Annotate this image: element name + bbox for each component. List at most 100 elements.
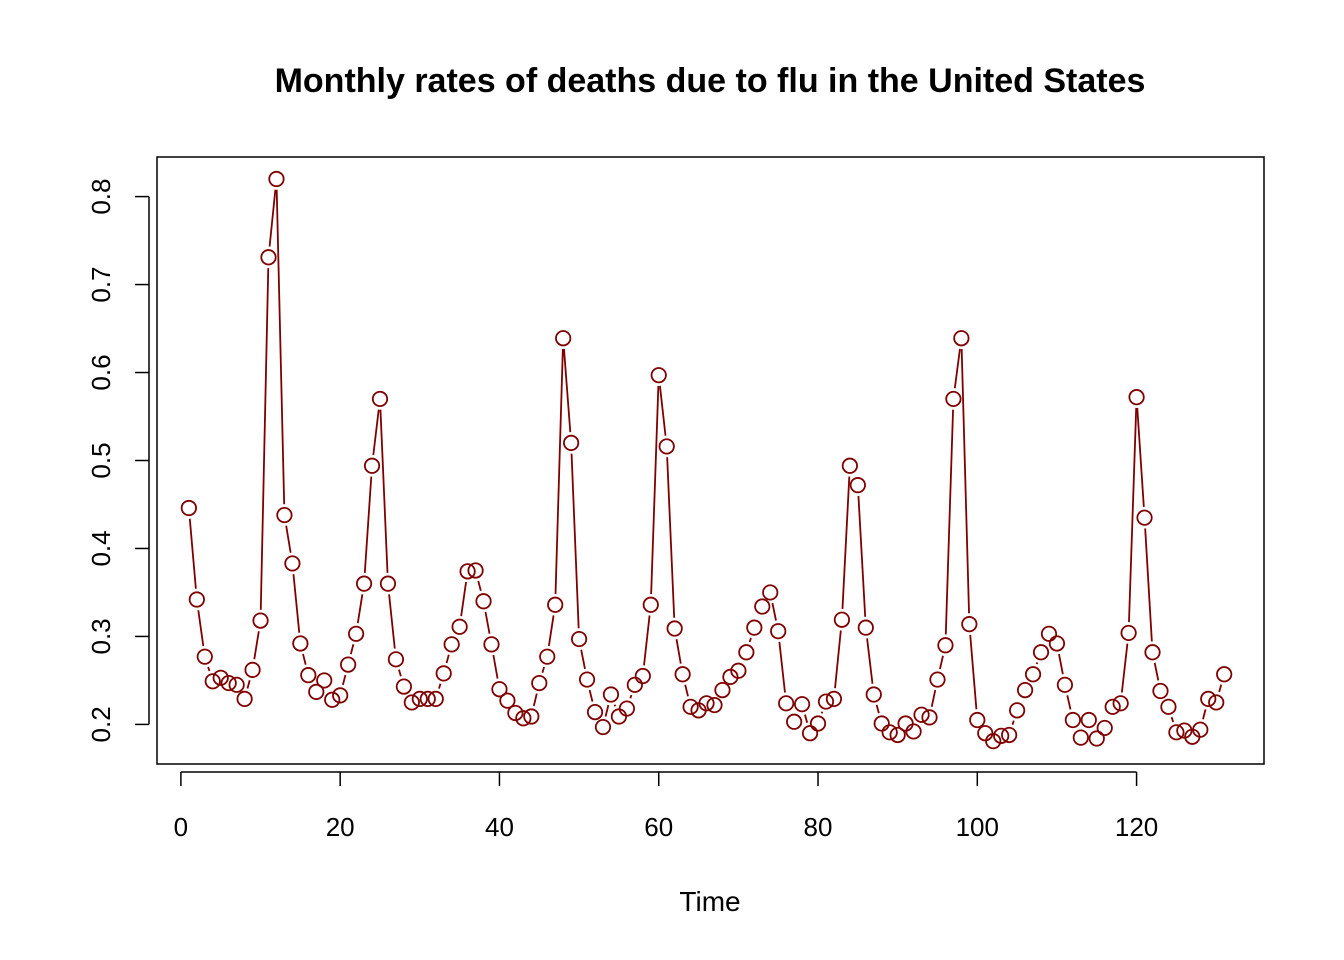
- data-point: [1192, 721, 1209, 738]
- x-axis-label: Time: [679, 886, 740, 917]
- y-tick-label: 0.7: [86, 266, 116, 302]
- series-points: [180, 170, 1233, 750]
- series-line-segment: [372, 409, 380, 456]
- series-line-segment: [1035, 662, 1039, 665]
- data-point: [387, 651, 405, 668]
- data-point: [499, 692, 516, 709]
- data-point: [292, 635, 309, 652]
- data-point: [1040, 625, 1058, 642]
- data-point: [1120, 624, 1137, 642]
- data-point: [435, 665, 452, 682]
- series-line-segment: [268, 189, 277, 247]
- series-line-segment: [554, 348, 564, 595]
- series-line-segment: [684, 684, 689, 697]
- data-point: [531, 674, 548, 692]
- series-line-segment: [1011, 720, 1015, 725]
- data-point: [889, 726, 906, 744]
- data-point: [849, 477, 866, 494]
- data-point: [618, 700, 635, 717]
- series-line-segment: [477, 580, 482, 592]
- data-point: [395, 678, 412, 695]
- series-line-segment: [1144, 528, 1153, 642]
- series-line-segment: [563, 348, 572, 433]
- data-point: [1024, 666, 1042, 683]
- data-point: [626, 676, 643, 693]
- data-point: [650, 367, 667, 384]
- series-line-segment: [259, 268, 270, 610]
- data-point: [985, 733, 1002, 750]
- data-point: [244, 661, 261, 678]
- x-tick-label: 20: [326, 812, 355, 842]
- series-line-segment: [613, 704, 617, 707]
- series-line-segment: [379, 409, 389, 573]
- series-line-segment: [944, 409, 954, 635]
- series-line-segment: [188, 518, 197, 589]
- data-point: [754, 598, 771, 615]
- data-point: [881, 724, 898, 741]
- data-point: [841, 457, 858, 474]
- data-point: [666, 620, 683, 637]
- data-point: [411, 690, 428, 708]
- series-line-segment: [532, 693, 538, 707]
- series-line-segment: [285, 525, 292, 553]
- series-line-segment: [292, 574, 301, 633]
- data-point: [833, 611, 851, 628]
- series-line-segment: [492, 654, 499, 679]
- data-point: [491, 681, 508, 698]
- data-point: [857, 619, 874, 636]
- series-line-segment: [349, 644, 355, 655]
- series-line-segment: [857, 495, 867, 617]
- data-point: [252, 612, 269, 629]
- series-line-segment: [275, 189, 286, 505]
- data-point: [459, 563, 476, 580]
- series-line-segment: [1066, 695, 1072, 710]
- x-tick-label: 100: [956, 812, 999, 842]
- x-tick-label: 40: [485, 812, 514, 842]
- series-line-segment: [875, 704, 880, 714]
- data-point: [515, 710, 532, 727]
- data-point: [1072, 729, 1089, 746]
- data-point: [762, 584, 779, 601]
- data-point: [937, 637, 954, 654]
- series-line-segment: [820, 711, 824, 714]
- data-point: [1200, 690, 1217, 708]
- data-point: [945, 390, 962, 408]
- data-point: [443, 636, 460, 653]
- data-point: [467, 562, 484, 579]
- data-point: [555, 330, 572, 347]
- series-line-segment: [363, 476, 373, 573]
- data-point: [570, 630, 588, 648]
- data-point: [1056, 676, 1073, 693]
- series-line-segment: [253, 631, 260, 660]
- data-point: [809, 715, 827, 732]
- y-tick-label: 0.2: [86, 706, 116, 742]
- y-tick-label: 0.8: [86, 179, 116, 215]
- data-point: [993, 727, 1010, 744]
- x-tick-label: 60: [644, 812, 673, 842]
- data-point: [913, 706, 930, 723]
- data-point: [1136, 509, 1153, 526]
- series-line-segment: [960, 348, 970, 614]
- data-point: [1096, 719, 1113, 737]
- y-tick-label: 0.5: [86, 442, 116, 478]
- data-point: [1032, 644, 1050, 661]
- data-point: [658, 438, 675, 455]
- data-point: [340, 656, 357, 673]
- y-axis: 0.2 0.3 0.4 0.5 0.6 0.7 0.8: [86, 179, 150, 742]
- series-line-segment: [1128, 407, 1138, 623]
- data-point: [977, 725, 994, 742]
- data-point: [1088, 730, 1105, 747]
- data-point: [1064, 711, 1081, 729]
- series-line-segment: [969, 634, 978, 710]
- y-tick-label: 0.6: [86, 354, 116, 390]
- data-point: [634, 667, 651, 685]
- series-line-segment: [650, 385, 660, 595]
- data-point: [746, 619, 763, 636]
- data-point: [1048, 635, 1066, 652]
- data-point: [674, 666, 691, 683]
- data-point: [220, 674, 237, 692]
- data-point: [403, 694, 420, 711]
- data-point: [865, 686, 882, 703]
- data-point: [610, 708, 628, 725]
